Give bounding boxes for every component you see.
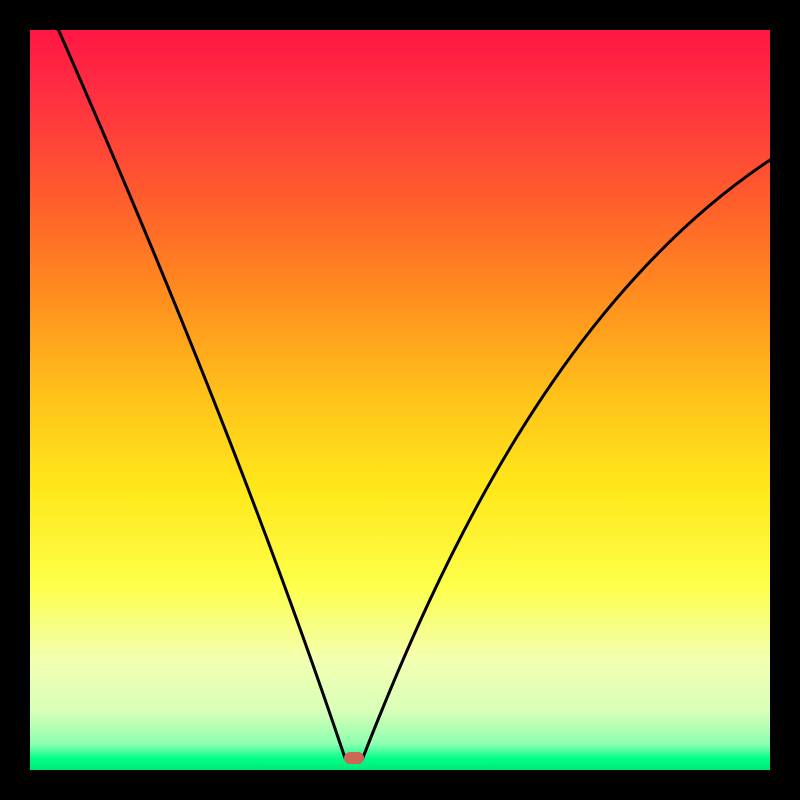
frame-border	[0, 0, 30, 800]
frame-border	[0, 0, 800, 30]
frame-border	[0, 770, 800, 800]
optimum-marker	[344, 752, 364, 764]
chart-container: TheBottleneck.com	[0, 0, 800, 800]
frame-border	[770, 0, 800, 800]
chart-svg	[0, 0, 800, 800]
plot-background	[30, 30, 770, 770]
